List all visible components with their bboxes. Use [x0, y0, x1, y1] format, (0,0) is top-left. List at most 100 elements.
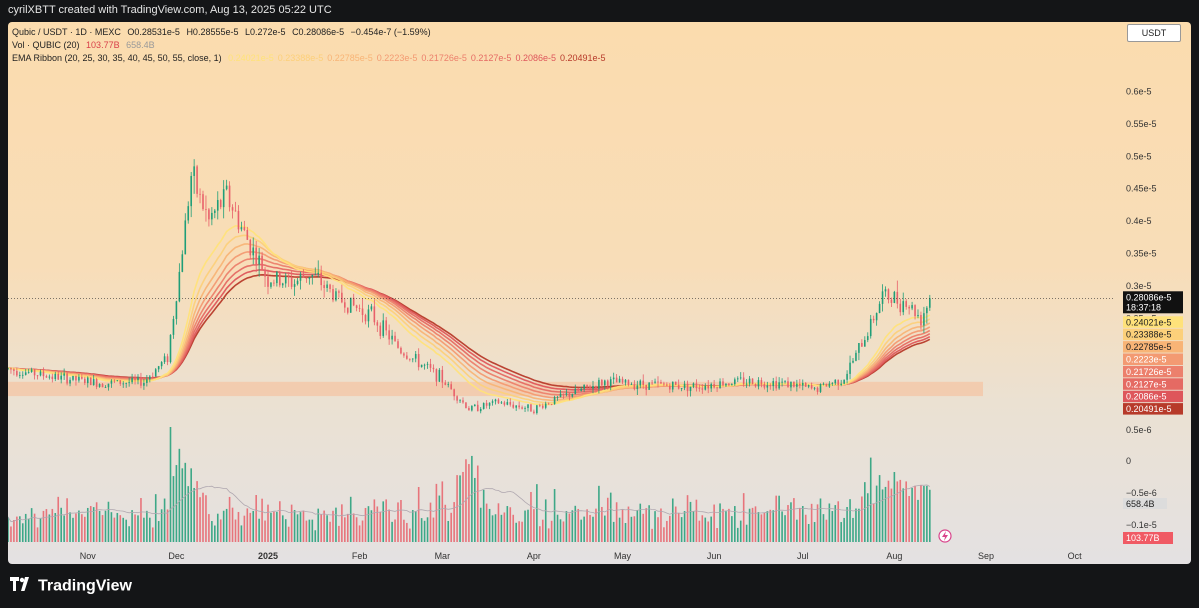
- volume-bar: [287, 526, 290, 542]
- volume-bar: [42, 510, 45, 542]
- ema-label[interactable]: EMA Ribbon (20, 25, 30, 35, 40, 45, 50, …: [12, 53, 222, 63]
- candle-body: [420, 364, 423, 368]
- candle-body: [541, 405, 544, 408]
- volume-bar: [69, 512, 71, 542]
- ema-legend-value: 0.20491e-5: [559, 53, 606, 63]
- symbol-label[interactable]: Qubic / USDT · 1D · MEXC: [12, 27, 121, 37]
- candle-body: [382, 320, 385, 336]
- y-tick-label: 0.4e-5: [1126, 216, 1152, 226]
- volume-bar: [541, 519, 544, 542]
- x-tick-label: Aug: [886, 551, 902, 561]
- volume-bar: [8, 516, 9, 542]
- volume-bar: [39, 518, 42, 542]
- candle-body: [878, 303, 881, 314]
- candle-body: [846, 373, 848, 380]
- x-tick-label: Feb: [352, 551, 368, 561]
- volume-bar: [861, 496, 863, 542]
- candle-body: [701, 388, 704, 390]
- candle-body: [506, 402, 509, 405]
- chart-panel[interactable]: 0.6e-5 0.55e-5 0.5e-5 0.45e-5 0.4e-5 0.35e-5 0…: [8, 22, 1191, 564]
- volume-bar: [417, 486, 420, 542]
- volume-bar: [98, 511, 101, 542]
- volume-bar: [450, 512, 452, 542]
- candle-body: [400, 347, 402, 354]
- candle-body: [822, 383, 825, 385]
- volume-bar: [533, 509, 535, 542]
- volume-bar: [849, 499, 851, 542]
- candle-body: [193, 166, 195, 176]
- volume-bar: [671, 498, 674, 542]
- candle-body: [320, 272, 322, 286]
- volume-bar: [169, 427, 172, 542]
- candle-body: [468, 408, 470, 411]
- candle-body: [208, 209, 210, 220]
- volume-bar: [172, 476, 175, 542]
- candle-body: [604, 380, 606, 386]
- price-chart[interactable]: 0.6e-5 0.55e-5 0.5e-5 0.45e-5 0.4e-5 0.35e-5 0…: [8, 22, 1191, 564]
- volume-label[interactable]: Vol · QUBIC (20): [12, 40, 80, 50]
- volume-bar: [10, 526, 12, 542]
- volume-bar: [78, 510, 80, 542]
- candle-body: [57, 373, 60, 380]
- candle-body: [222, 189, 225, 208]
- volume-bar: [270, 512, 272, 542]
- candle-body: [583, 384, 585, 389]
- volume-bar: [447, 520, 450, 542]
- candle-body: [698, 388, 701, 389]
- volume-bar: [352, 513, 355, 542]
- volume-bar: [246, 508, 249, 542]
- candle-body: [273, 282, 275, 284]
- volume-bar: [527, 509, 529, 542]
- candle-body: [54, 373, 57, 380]
- ema-value-badge: [1123, 365, 1183, 378]
- volume-bar: [468, 464, 470, 542]
- volume-bar: [178, 448, 181, 542]
- volume-bar: [731, 516, 733, 542]
- volume-bar: [459, 475, 461, 542]
- volume-bar: [279, 501, 281, 542]
- candle-body: [725, 383, 727, 386]
- candle-body: [908, 306, 910, 309]
- candle-body: [89, 377, 92, 386]
- candle-body: [757, 380, 760, 387]
- volume-bar: [618, 517, 621, 542]
- candle-body: [657, 381, 659, 383]
- candle-body: [618, 378, 621, 383]
- candle-body: [199, 193, 201, 195]
- candle-body: [556, 396, 559, 398]
- volume-bar: [763, 512, 766, 542]
- candle-body: [515, 405, 517, 408]
- volume-bar: [645, 508, 647, 542]
- currency-button[interactable]: USDT: [1127, 24, 1181, 42]
- volume-bar: [160, 509, 163, 542]
- candle-body: [642, 380, 645, 386]
- volume-bar: [710, 516, 712, 542]
- candle-body: [349, 297, 352, 313]
- volume-bar: [615, 502, 618, 542]
- candle-body: [335, 291, 337, 301]
- candle-body: [722, 381, 724, 386]
- volume-bar: [707, 521, 710, 542]
- candle-body: [81, 376, 83, 379]
- candle-body: [60, 375, 62, 380]
- candle-body: [344, 302, 346, 308]
- volume-bar: [775, 495, 777, 542]
- candle-body: [917, 314, 919, 317]
- candle-body: [784, 381, 786, 383]
- candle-body: [775, 381, 777, 389]
- volume-bar: [465, 459, 467, 542]
- candle-body: [843, 379, 845, 384]
- volume-bar: [326, 515, 328, 542]
- candle-body: [760, 380, 763, 385]
- ema-value-badge: [1123, 378, 1183, 390]
- candle-body: [95, 379, 98, 387]
- volume-bar: [878, 475, 881, 542]
- candle-body: [314, 274, 317, 276]
- candle-body: [911, 305, 913, 309]
- candle-body: [211, 212, 213, 220]
- volume-bar: [497, 503, 500, 542]
- volume-bar: [530, 491, 532, 542]
- volume-bar: [149, 517, 151, 542]
- volume-bar: [137, 515, 139, 542]
